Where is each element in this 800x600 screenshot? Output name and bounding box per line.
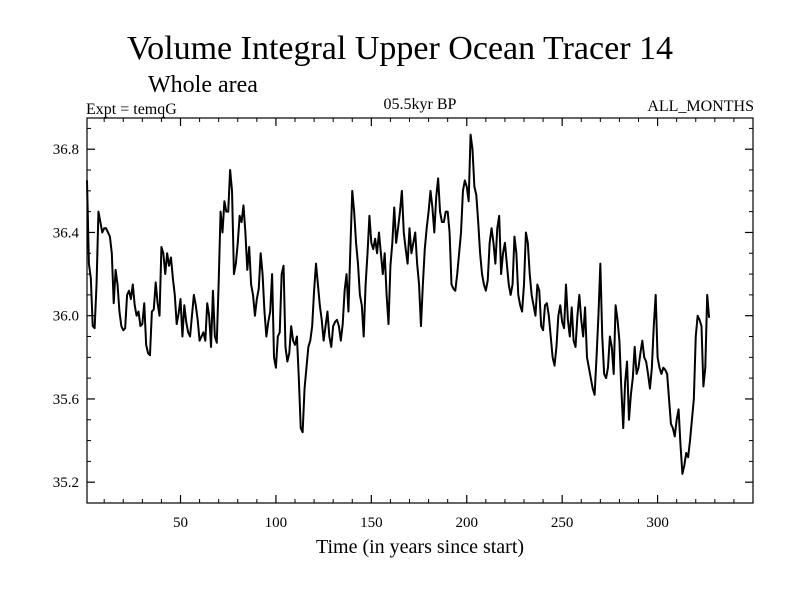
- x-tick-label: 100: [265, 515, 288, 531]
- plot-frame: [86, 117, 754, 504]
- x-axis-ticks: 50 100 150 200 250 300: [103, 118, 735, 531]
- chart-title: Volume Integral Upper Ocean Tracer 14: [126, 30, 674, 67]
- y-tick-label: 36.0: [53, 309, 79, 325]
- y-axis-ticks: 35.2 35.6 36.0 36.4 36.8: [53, 127, 753, 491]
- series-line: [86, 133, 711, 475]
- y-tick-label: 35.2: [53, 475, 79, 491]
- y-tick-label: 36.4: [53, 225, 80, 241]
- experiment-label: Expt = temqG: [86, 101, 177, 118]
- x-tick-label: 250: [551, 515, 574, 531]
- y-tick-label: 35.6: [53, 392, 80, 408]
- period-label: 05.5kyr BP: [383, 96, 457, 113]
- chart-subtitle: Whole area: [148, 72, 258, 98]
- x-axis-label: Time (in years since start): [315, 536, 525, 558]
- x-tick-label: 50: [173, 515, 188, 531]
- x-tick-label: 200: [456, 515, 479, 531]
- x-tick-label: 150: [360, 515, 383, 531]
- months-label: ALL_MONTHS: [647, 98, 754, 115]
- y-tick-label: 36.8: [53, 142, 79, 158]
- x-tick-label: 300: [646, 515, 669, 531]
